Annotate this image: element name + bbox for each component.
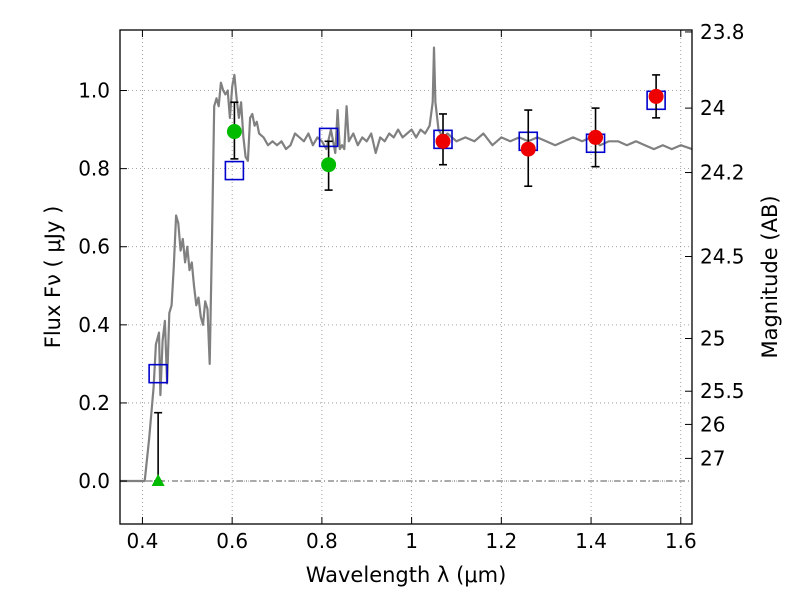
x-axis-title: Wavelength λ (μm)	[306, 563, 507, 587]
green-upper-limit-triangle	[151, 474, 165, 487]
data-group	[120, 46, 692, 487]
right-tick-label: 26	[700, 412, 725, 436]
x-tick-label: 0.8	[306, 529, 338, 553]
red-data-point	[520, 141, 536, 157]
y-tick-label: 1.0	[78, 79, 110, 103]
y-tick-label: 0.6	[78, 235, 110, 259]
red-data-point	[648, 88, 664, 104]
x-tick-label: 1.2	[485, 529, 517, 553]
model-photometry-square	[224, 160, 245, 181]
x-tick-label: 1	[405, 529, 418, 553]
y-tick-label: 0.0	[78, 469, 110, 493]
right-tick-label: 27	[700, 446, 725, 470]
tick-layer	[120, 30, 692, 524]
tick-label-layer: 0.4 0.6 0.8 1 1.2 1.4 1.6 0.0 0.2 0.4 0.6 0.8 1.0 23.…	[78, 20, 744, 553]
right-tick-label: 24.5	[700, 244, 745, 268]
x-tick-label: 0.6	[216, 529, 248, 553]
green-data-point	[226, 124, 242, 140]
model-photometry-square	[148, 363, 168, 384]
x-tick-label: 1.6	[665, 529, 697, 553]
model-spectrum-line	[120, 46, 692, 483]
y-tick-label: 0.4	[78, 313, 110, 337]
y-axis-title: Flux Fν ( μJy )	[41, 206, 65, 349]
x-tick-label: 1.4	[575, 529, 607, 553]
x-tick-label: 0.4	[127, 529, 159, 553]
red-data-point	[435, 133, 451, 149]
right-tick-label: 23.8	[700, 20, 745, 44]
y-tick-label: 0.8	[78, 157, 110, 181]
right-tick-label: 25	[700, 327, 725, 351]
red-data-point	[588, 129, 604, 145]
right-tick-label: 24.2	[700, 161, 745, 185]
y-tick-label: 0.2	[78, 391, 110, 415]
right-axis-title: Magnitude (AB)	[758, 195, 782, 358]
right-tick-label: 25.5	[700, 379, 745, 403]
plot-layer	[120, 46, 692, 487]
plot-frame	[119, 29, 693, 525]
grid-layer	[120, 30, 692, 524]
right-tick-label: 24	[700, 96, 725, 120]
green-data-point	[321, 157, 337, 173]
